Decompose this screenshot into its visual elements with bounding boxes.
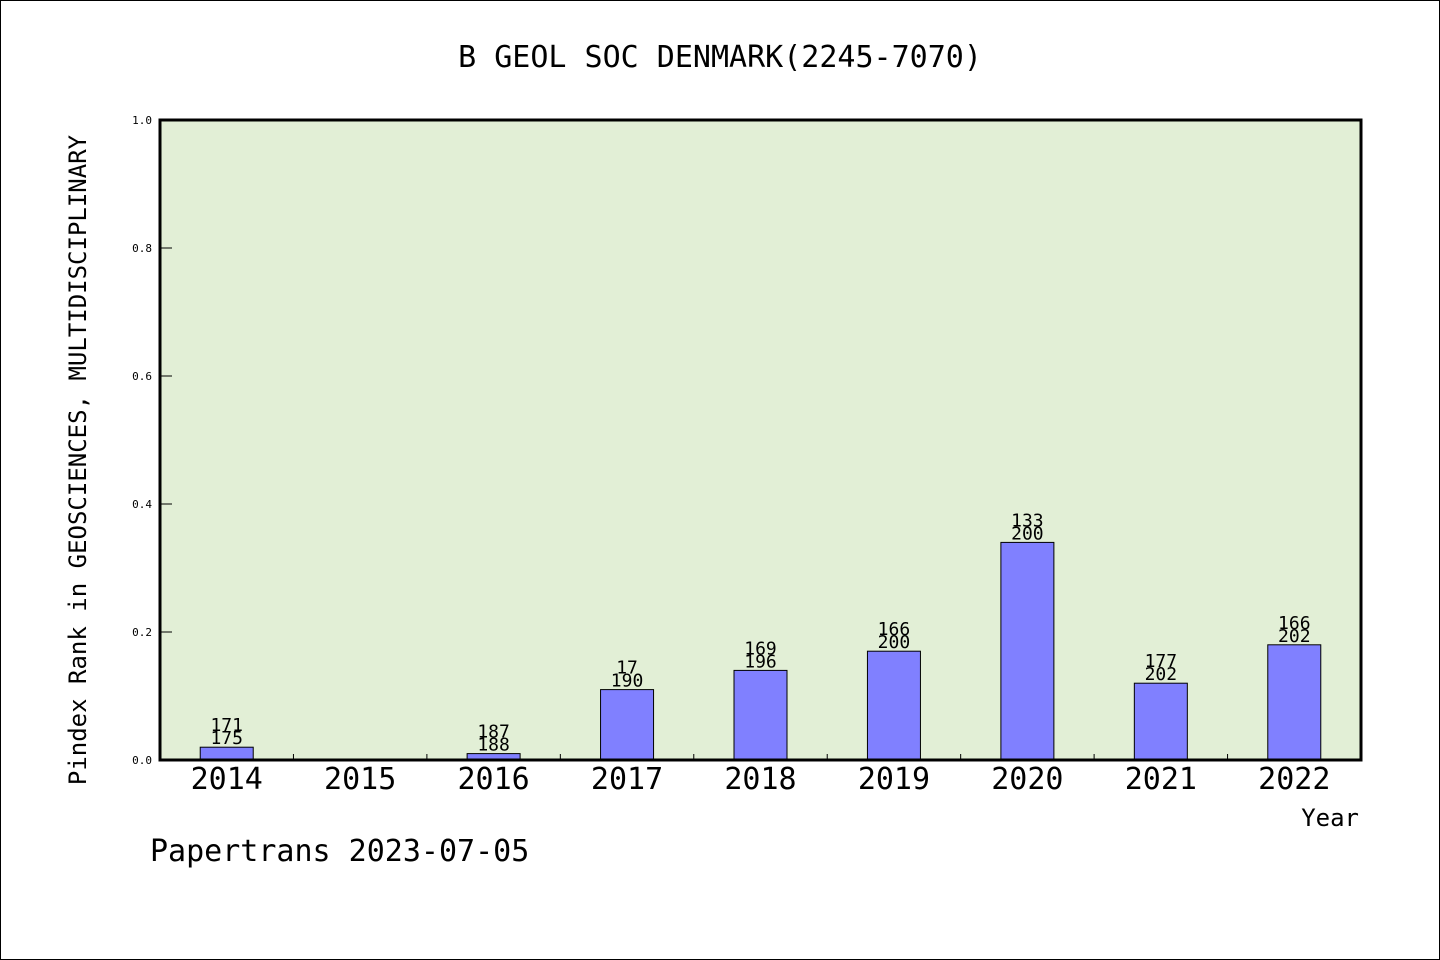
data-label-2019-bottom: 200	[878, 632, 911, 653]
y-tick-label: 0.6	[132, 370, 152, 383]
y-tick-label: 1.0	[132, 114, 152, 127]
bar-2018	[733, 669, 788, 761]
y-tick-label: 0.0	[132, 754, 152, 767]
plot-background	[160, 120, 1361, 760]
data-label-2020-bottom: 200	[1011, 523, 1044, 544]
x-tick-label-2021: 2021	[1125, 762, 1197, 797]
data-label-2018-top: 169	[744, 638, 777, 659]
x-tick-label-2014: 2014	[191, 762, 263, 797]
data-label-2021-bottom: 202	[1145, 664, 1178, 685]
bar-2019	[866, 650, 921, 761]
bar-2017	[600, 689, 655, 761]
data-label-2014-bottom: 175	[210, 728, 243, 749]
data-label-2019-top: 166	[878, 619, 911, 640]
data-label-2022-top: 166	[1278, 613, 1311, 634]
x-tick-label-2017: 2017	[591, 762, 663, 797]
x-tick-label-2015: 2015	[324, 762, 396, 797]
footer-note: Papertrans 2023-07-05	[150, 834, 530, 869]
data-label-2022-bottom: 202	[1278, 626, 1311, 647]
bar-2021	[1133, 682, 1188, 761]
data-label-2017-top: 17	[616, 658, 638, 679]
x-tick-label-2018: 2018	[724, 762, 796, 797]
data-label-2014-top: 171	[210, 715, 243, 736]
bar-2020	[1000, 541, 1055, 761]
y-tick-label: 0.4	[132, 498, 152, 511]
data-label-2020-top: 133	[1011, 510, 1044, 531]
data-label-2017-bottom: 190	[611, 671, 644, 692]
plot-border	[158, 118, 1363, 762]
data-label-2018-bottom: 196	[744, 651, 777, 672]
x-tick-label-2019: 2019	[858, 762, 930, 797]
y-axis-label: Pindex Rank in GEOSCIENCES, MULTIDISCIPL…	[64, 134, 92, 785]
data-label-2016-top: 187	[477, 722, 510, 743]
data-label-2016-bottom: 188	[477, 735, 510, 756]
x-axis-label: Year	[1301, 804, 1359, 832]
y-tick-label: 0.8	[132, 242, 152, 255]
chart-title: B GEOL SOC DENMARK(2245-7070)	[458, 40, 982, 75]
data-label-2021-top: 177	[1145, 651, 1178, 672]
x-tick-label-2020: 2020	[991, 762, 1063, 797]
y-tick-label: 0.2	[132, 626, 152, 639]
bar-2022	[1267, 644, 1322, 761]
x-tick-label-2022: 2022	[1258, 762, 1330, 797]
x-tick-label-2016: 2016	[457, 762, 529, 797]
